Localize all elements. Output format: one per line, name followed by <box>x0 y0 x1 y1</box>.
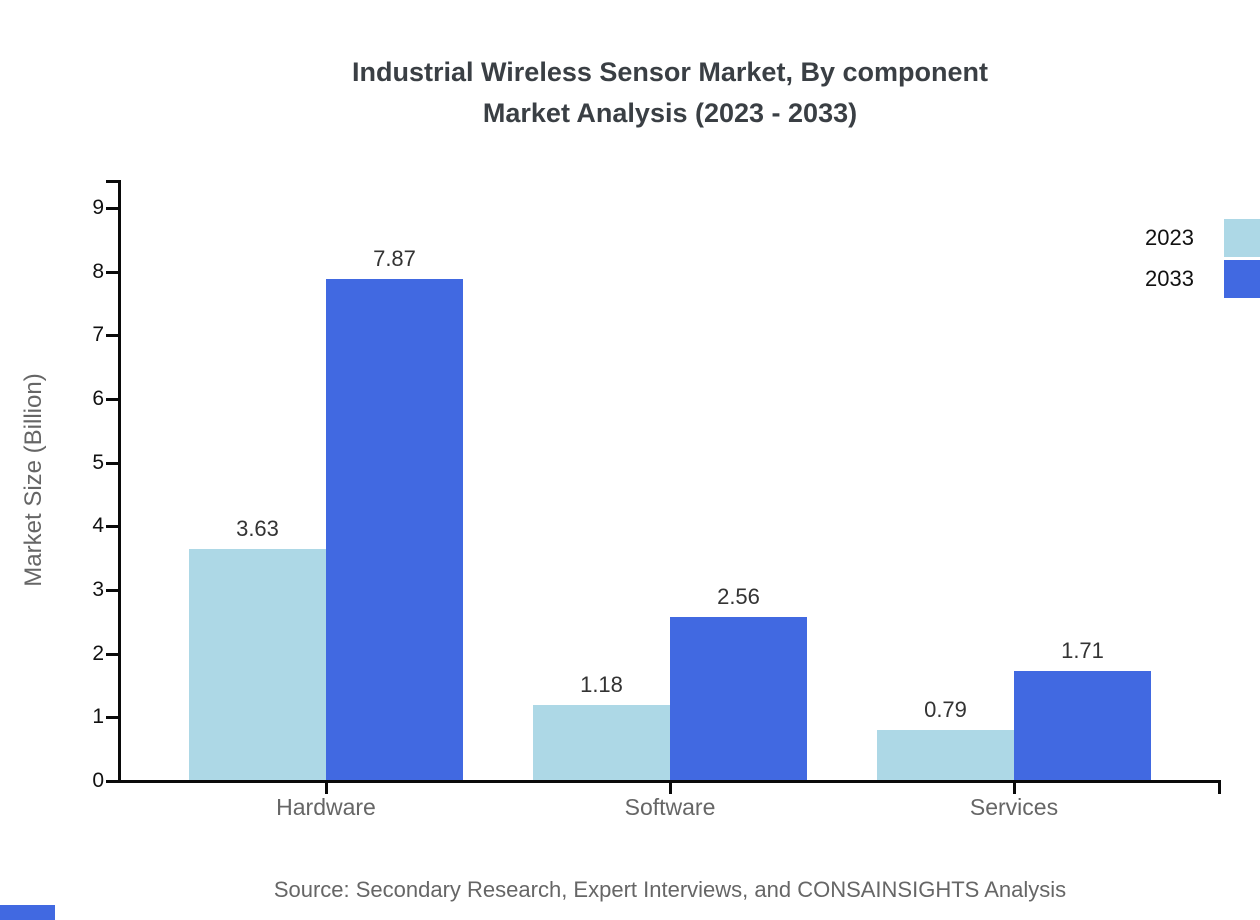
category-label-services: Services <box>969 794 1059 820</box>
x-tick-mark-software <box>669 783 672 794</box>
x-tick-mark-services <box>1013 783 1016 794</box>
bar-value-2023-software: 1.18 <box>580 672 623 697</box>
x-axis-end-tick <box>1218 783 1221 794</box>
y-tick-label-0: 0 <box>92 769 104 792</box>
y-tick-label-7: 7 <box>92 323 104 347</box>
x-axis-line <box>106 780 1221 783</box>
bar-2033-services <box>1014 671 1151 780</box>
legend-label-2033: 2033 <box>1145 266 1194 291</box>
legend-swatch-2023 <box>1224 219 1260 257</box>
y-axis-line <box>118 180 121 783</box>
legend-item-2023: 2023 <box>1140 219 1260 257</box>
category-label-software: Software <box>624 794 716 820</box>
y-tick-label-6: 6 <box>92 387 104 410</box>
chart-title-line-1: Industrial Wireless Sensor Market, By co… <box>352 57 988 87</box>
bar-value-2023-services: 0.79 <box>924 697 967 722</box>
bar-value-2033-services: 1.71 <box>1061 638 1104 663</box>
chart-title: Industrial Wireless Sensor Market, By co… <box>80 52 1260 134</box>
bar-value-2033-hardware: 7.87 <box>373 246 416 271</box>
y-tick-mark-4 <box>106 525 118 529</box>
y-tick-mark-1 <box>106 716 118 720</box>
y-tick-mark-3 <box>106 589 118 592</box>
y-tick-label-1: 1 <box>92 705 104 729</box>
y-tick-label-9: 9 <box>92 196 104 219</box>
y-tick-mark-6 <box>106 398 118 401</box>
x-tick-mark-hardware <box>325 783 328 794</box>
bar-value-2033-software: 2.56 <box>717 584 760 609</box>
legend-item-2033: 2033 <box>1140 260 1260 298</box>
chart-title-line-2: Market Analysis (2023 - 2033) <box>482 98 858 128</box>
legend-label-2023: 2023 <box>1145 225 1194 250</box>
legend: 2023 2033 <box>1140 219 1260 301</box>
y-tick-mark-0 <box>106 780 118 783</box>
y-tick-label-3: 3 <box>92 578 104 601</box>
bar-2023-services <box>877 730 1014 780</box>
brand-corner-mark <box>0 905 55 920</box>
bar-2033-software <box>670 617 807 780</box>
y-tick-label-8: 8 <box>92 259 104 283</box>
y-tick-mark-5 <box>106 461 118 465</box>
y-tick-mark-9 <box>106 207 118 210</box>
category-label-hardware: Hardware <box>276 794 376 820</box>
legend-swatch-2033 <box>1224 260 1260 298</box>
bar-value-2023-hardware: 3.63 <box>236 516 279 541</box>
bar-2023-software <box>533 705 670 780</box>
bar-2033-hardware <box>326 279 463 780</box>
y-tick-label-2: 2 <box>92 641 104 665</box>
y-tick-mark-8 <box>106 270 118 274</box>
y-axis-endcap <box>106 180 118 183</box>
y-tick-label-4: 4 <box>92 514 104 538</box>
y-tick-mark-2 <box>106 652 118 656</box>
bar-2023-hardware <box>189 549 326 780</box>
source-note: Source: Secondary Research, Expert Inter… <box>273 877 1067 902</box>
y-tick-mark-7 <box>106 334 118 338</box>
y-tick-label-5: 5 <box>92 450 104 474</box>
